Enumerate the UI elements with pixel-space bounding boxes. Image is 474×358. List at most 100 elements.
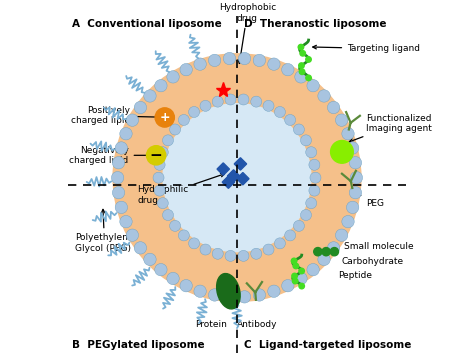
Circle shape <box>284 230 296 241</box>
Text: Carbohydrate: Carbohydrate <box>342 257 404 266</box>
Circle shape <box>194 58 206 70</box>
Text: Hydrophobic
drug: Hydrophobic drug <box>219 4 276 63</box>
Circle shape <box>293 263 299 269</box>
Circle shape <box>318 90 330 102</box>
Text: Targeting ligand: Targeting ligand <box>313 44 420 53</box>
Circle shape <box>346 201 359 214</box>
Circle shape <box>115 142 128 154</box>
Circle shape <box>336 114 348 126</box>
Circle shape <box>251 96 262 107</box>
Circle shape <box>306 147 317 158</box>
Circle shape <box>342 127 354 140</box>
Circle shape <box>306 198 317 209</box>
Circle shape <box>167 71 179 83</box>
Circle shape <box>111 171 124 184</box>
Circle shape <box>253 289 265 301</box>
Circle shape <box>322 247 330 256</box>
Circle shape <box>163 135 173 146</box>
Circle shape <box>307 79 319 92</box>
Text: Negatively
charged lipid: Negatively charged lipid <box>69 146 162 165</box>
Text: PEG: PEG <box>354 192 384 208</box>
Text: D  Theranostic liposome: D Theranostic liposome <box>244 19 386 29</box>
Circle shape <box>134 242 146 254</box>
Circle shape <box>163 104 311 252</box>
Circle shape <box>157 198 168 209</box>
Circle shape <box>134 101 146 114</box>
Circle shape <box>330 247 338 256</box>
Circle shape <box>153 172 164 183</box>
Circle shape <box>268 285 280 297</box>
Circle shape <box>155 263 167 276</box>
Circle shape <box>120 216 132 228</box>
Circle shape <box>189 238 200 249</box>
Circle shape <box>300 50 305 56</box>
Circle shape <box>112 187 125 199</box>
Circle shape <box>268 58 280 70</box>
Circle shape <box>350 171 363 184</box>
Text: +: + <box>159 111 170 124</box>
Circle shape <box>178 230 190 241</box>
Circle shape <box>292 273 297 279</box>
Circle shape <box>310 172 321 183</box>
Circle shape <box>299 63 304 68</box>
Circle shape <box>189 106 200 117</box>
Circle shape <box>167 272 179 285</box>
Circle shape <box>295 272 307 285</box>
Circle shape <box>238 250 249 261</box>
Circle shape <box>154 159 165 170</box>
Circle shape <box>299 283 304 289</box>
Circle shape <box>309 185 320 196</box>
Circle shape <box>155 108 174 127</box>
Circle shape <box>301 135 311 146</box>
Circle shape <box>238 52 251 65</box>
Circle shape <box>274 238 285 249</box>
Circle shape <box>282 280 294 292</box>
Circle shape <box>126 114 138 126</box>
Text: A  Conventional liposome: A Conventional liposome <box>72 19 221 29</box>
Text: C  Ligand-targeted liposome: C Ligand-targeted liposome <box>244 340 411 350</box>
Circle shape <box>298 44 304 50</box>
Circle shape <box>274 106 285 117</box>
Circle shape <box>238 291 251 303</box>
Text: Protein: Protein <box>195 320 227 329</box>
Circle shape <box>180 63 192 76</box>
Circle shape <box>306 57 311 62</box>
Circle shape <box>330 141 353 163</box>
Text: Antibody: Antibody <box>237 320 278 329</box>
Ellipse shape <box>217 274 240 309</box>
Circle shape <box>349 156 362 169</box>
Circle shape <box>307 263 319 276</box>
Circle shape <box>163 209 173 221</box>
Circle shape <box>223 291 236 303</box>
Circle shape <box>293 124 304 135</box>
Circle shape <box>309 159 320 170</box>
Circle shape <box>120 127 132 140</box>
Circle shape <box>342 216 354 228</box>
Circle shape <box>146 146 166 165</box>
Circle shape <box>194 285 206 297</box>
Circle shape <box>336 229 348 241</box>
Circle shape <box>170 221 181 231</box>
Circle shape <box>112 156 125 169</box>
Circle shape <box>301 209 311 221</box>
Text: B  PEGylated liposome: B PEGylated liposome <box>72 340 204 350</box>
Text: Small molecule: Small molecule <box>331 242 413 253</box>
Circle shape <box>238 94 249 105</box>
Text: Hydrophilic
drug: Hydrophilic drug <box>137 173 225 204</box>
Circle shape <box>284 115 296 125</box>
Circle shape <box>126 229 138 241</box>
Circle shape <box>251 248 262 259</box>
Circle shape <box>225 94 236 105</box>
Circle shape <box>263 100 274 111</box>
Circle shape <box>200 244 211 255</box>
Circle shape <box>314 247 322 256</box>
Circle shape <box>157 147 168 158</box>
Circle shape <box>349 187 362 199</box>
Circle shape <box>113 54 361 301</box>
Text: −: − <box>150 148 163 163</box>
Circle shape <box>299 69 305 74</box>
Circle shape <box>295 71 307 83</box>
Circle shape <box>209 54 221 67</box>
Circle shape <box>293 221 304 231</box>
Circle shape <box>144 90 156 102</box>
